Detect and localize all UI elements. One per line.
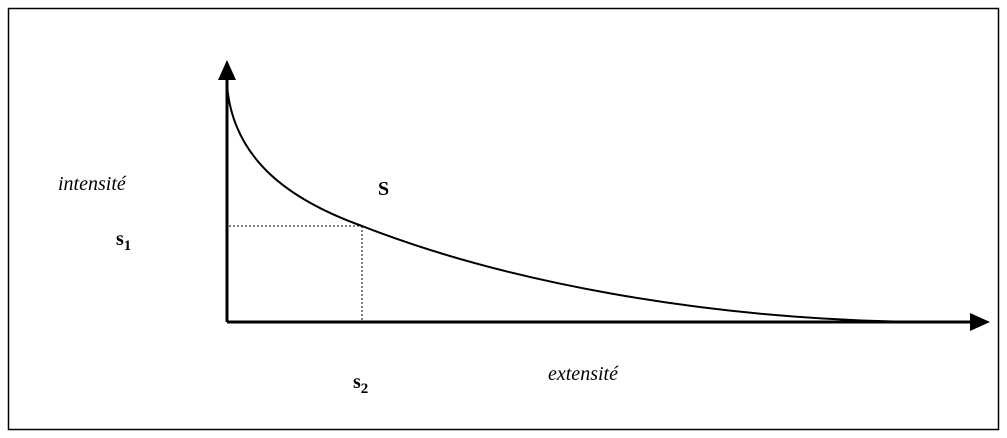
s2-sub: 2 xyxy=(361,381,369,397)
y-axis-label: intensité xyxy=(58,173,127,195)
s1-base: s xyxy=(116,228,124,250)
x-axis-label: extensité xyxy=(548,363,619,385)
curve xyxy=(226,84,926,323)
y-arrow xyxy=(218,60,236,80)
s2-base: s xyxy=(353,371,361,393)
s1-label: s1 xyxy=(116,228,131,254)
frame xyxy=(7,7,1000,431)
s1-sub: 1 xyxy=(124,238,132,254)
curve-label: S xyxy=(378,178,389,200)
x-arrow xyxy=(970,313,990,331)
s2-label: s2 xyxy=(353,371,368,397)
